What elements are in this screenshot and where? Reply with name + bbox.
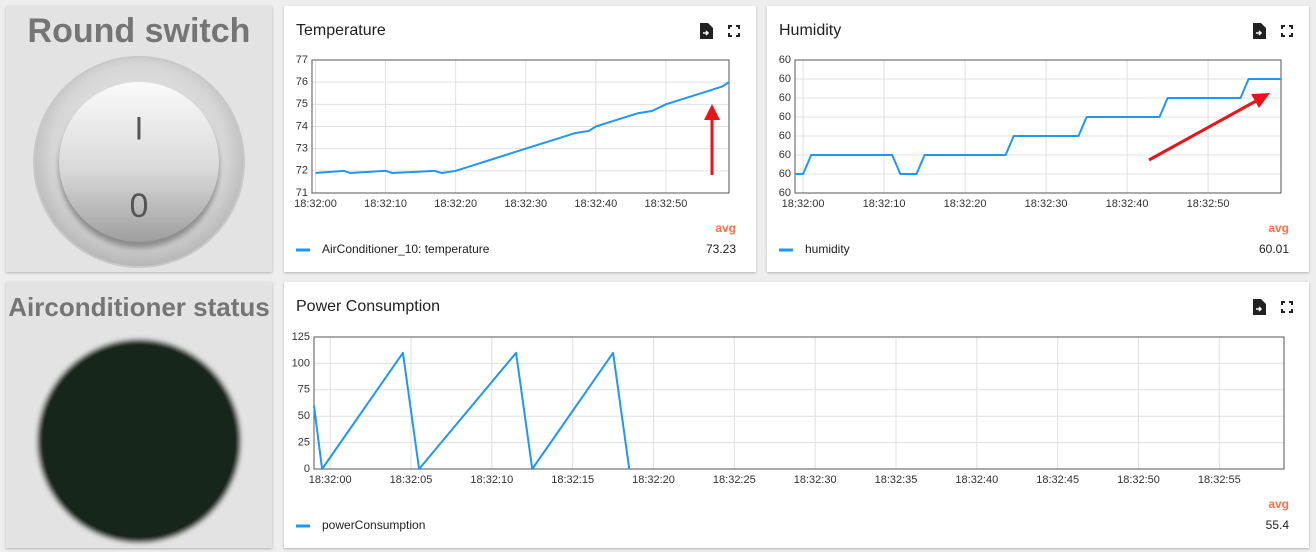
x-tick-label: 18:32:20 <box>632 474 675 486</box>
data-line <box>313 351 631 470</box>
y-tick-label: 60 <box>779 54 791 66</box>
legend-label[interactable]: humidity <box>805 242 850 256</box>
legend-label[interactable]: AirConditioner_10: temperature <box>322 242 490 256</box>
round-switch[interactable]: I 0 <box>33 56 245 268</box>
export-icon-arrow <box>1256 306 1263 312</box>
status-title: Airconditioner status <box>8 292 269 322</box>
chart-title: Humidity <box>779 22 841 39</box>
x-tick-label: 18:32:25 <box>713 474 756 486</box>
x-tick-label: 18:32:00 <box>782 198 825 210</box>
legend-avg-header: avg <box>715 221 736 235</box>
x-tick-label: 18:32:10 <box>364 198 407 210</box>
y-tick-label: 100 <box>292 357 310 369</box>
plot-frame <box>794 59 1282 194</box>
chart-cards: Temperature 71 72 73 74 75 76 77 18:32:00 18:32:1… <box>284 6 1309 548</box>
x-tick-label: 18:32:10 <box>863 198 906 210</box>
plot-frame <box>311 59 730 194</box>
x-tick-label: 18:32:20 <box>944 198 987 210</box>
chart-card <box>284 282 1309 548</box>
x-tick-label: 18:32:00 <box>309 474 352 486</box>
switch-off-label: 0 <box>130 187 149 225</box>
y-tick-label: 74 <box>296 120 308 132</box>
x-tick-label: 18:32:30 <box>504 198 547 210</box>
export-icon-arrow <box>1256 30 1263 36</box>
y-tick-label: 77 <box>296 54 308 66</box>
fullscreen-button[interactable] <box>1281 25 1293 37</box>
x-tick-label: 18:32:30 <box>794 474 837 486</box>
x-tick-label: 18:32:40 <box>1106 198 1149 210</box>
y-tick-label: 76 <box>296 76 308 88</box>
chart-card <box>284 6 756 272</box>
arrow-head <box>1251 93 1270 108</box>
y-tick-label: 60 <box>779 111 791 123</box>
x-tick-label: 18:32:55 <box>1198 474 1241 486</box>
status-led <box>43 345 235 537</box>
y-tick-label: 0 <box>304 463 310 475</box>
switch-title: Round switch <box>28 12 251 50</box>
legend-label[interactable]: powerConsumption <box>322 518 425 532</box>
x-tick-label: 18:32:40 <box>955 474 998 486</box>
data-line <box>315 81 730 175</box>
x-tick-label: 18:32:35 <box>875 474 918 486</box>
legend-avg-value: 73.23 <box>706 242 736 256</box>
y-tick-label: 60 <box>779 130 791 142</box>
y-tick-label: 60 <box>779 73 791 85</box>
y-tick-label: 60 <box>779 149 791 161</box>
switch-on-label: I <box>135 110 144 146</box>
chart-card <box>767 6 1309 272</box>
fullscreen-button[interactable] <box>1281 301 1293 313</box>
y-tick-label: 60 <box>779 187 791 199</box>
y-tick-label: 125 <box>292 331 310 343</box>
x-tick-label: 18:32:10 <box>470 474 513 486</box>
y-tick-label: 73 <box>296 143 308 155</box>
annotation-arrows <box>704 93 1270 175</box>
chart-title: Temperature <box>296 22 386 39</box>
chart-title: Power Consumption <box>296 298 440 315</box>
x-tick-label: 18:32:00 <box>294 198 337 210</box>
x-tick-label: 18:32:20 <box>434 198 477 210</box>
x-tick-label: 18:32:05 <box>390 474 433 486</box>
export-icon-arrow <box>703 30 710 36</box>
x-tick-label: 18:32:30 <box>1025 198 1068 210</box>
legend-avg-header: avg <box>1268 497 1289 511</box>
x-tick-label: 18:32:15 <box>551 474 594 486</box>
x-tick-label: 18:32:50 <box>1117 474 1160 486</box>
y-tick-label: 75 <box>298 384 310 396</box>
x-tick-label: 18:32:40 <box>574 198 617 210</box>
y-tick-label: 75 <box>296 98 308 110</box>
plot-frame <box>313 336 1285 470</box>
y-tick-label: 60 <box>779 92 791 104</box>
data-line <box>795 78 1281 175</box>
y-tick-label: 71 <box>296 187 308 199</box>
switch-knob[interactable] <box>59 82 219 242</box>
arrow-line <box>1148 99 1257 162</box>
arrow-head <box>704 104 720 120</box>
fullscreen-button[interactable] <box>728 25 740 37</box>
x-tick-label: 18:32:45 <box>1036 474 1079 486</box>
y-tick-label: 60 <box>779 168 791 180</box>
y-tick-label: 50 <box>298 410 310 422</box>
legend-avg-header: avg <box>1268 221 1289 235</box>
x-tick-label: 18:32:50 <box>1187 198 1230 210</box>
legend-avg-value: 60.01 <box>1259 242 1289 256</box>
y-tick-label: 72 <box>296 165 308 177</box>
y-tick-label: 25 <box>298 437 310 449</box>
x-tick-label: 18:32:50 <box>645 198 688 210</box>
legend-avg-value: 55.4 <box>1266 518 1290 532</box>
